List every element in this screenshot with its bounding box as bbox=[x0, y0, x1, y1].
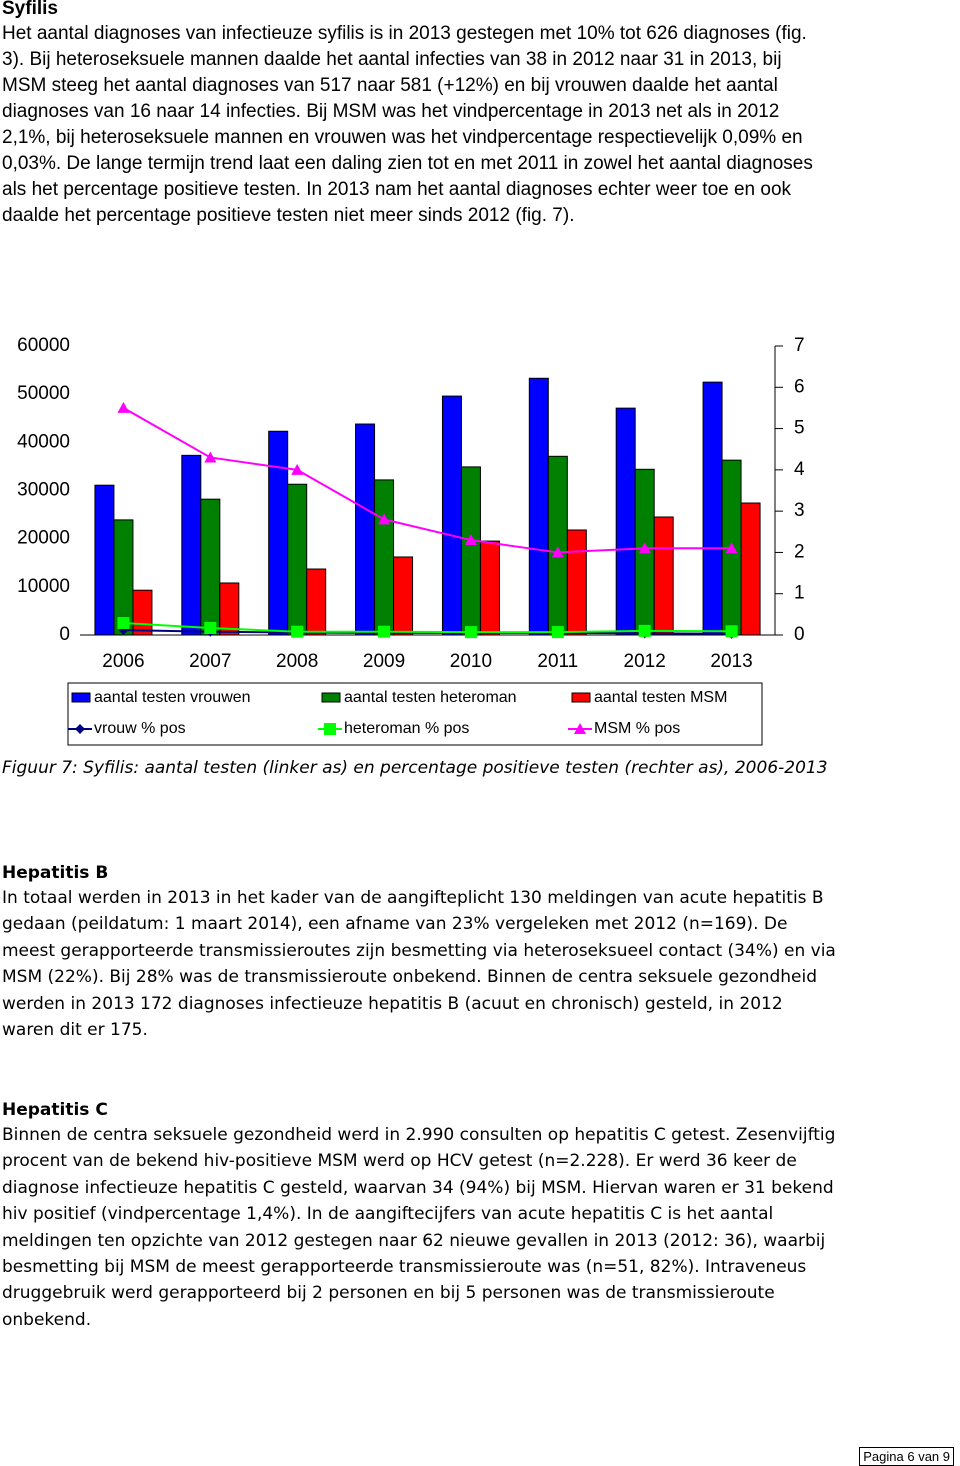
page-number: Pagina 6 van 9 bbox=[859, 1447, 954, 1466]
marker bbox=[551, 626, 564, 639]
y2-tick-label: 3 bbox=[794, 500, 805, 521]
legend-swatch bbox=[571, 692, 591, 703]
x-tick-label: 2006 bbox=[102, 651, 144, 672]
marker bbox=[291, 463, 304, 475]
x-tick-label: 2013 bbox=[710, 651, 752, 672]
bar bbox=[94, 484, 115, 636]
marker bbox=[464, 626, 477, 639]
marker bbox=[117, 401, 130, 413]
legend-label: heteroman % pos bbox=[344, 720, 469, 737]
bar bbox=[740, 502, 761, 636]
legend-label: aantal testen MSM bbox=[594, 689, 727, 706]
bar bbox=[219, 582, 240, 636]
bar bbox=[547, 455, 568, 636]
legend-swatch bbox=[71, 692, 91, 703]
bar bbox=[287, 483, 308, 636]
y2-tick-label: 5 bbox=[794, 418, 805, 439]
marker bbox=[378, 513, 391, 525]
y-tick-label: 40000 bbox=[17, 431, 70, 452]
bar bbox=[653, 516, 674, 636]
y2-tick-label: 6 bbox=[794, 376, 805, 397]
y-tick-label: 30000 bbox=[17, 480, 70, 501]
y2-tick-label: 7 bbox=[794, 335, 805, 356]
marker bbox=[638, 542, 651, 554]
bar bbox=[374, 479, 395, 636]
bar bbox=[479, 540, 500, 636]
bar bbox=[393, 556, 414, 636]
marker bbox=[378, 625, 391, 638]
legend-label: aantal testen heteroman bbox=[344, 689, 517, 706]
bar bbox=[566, 529, 587, 636]
x-tick-label: 2008 bbox=[276, 651, 318, 672]
bar bbox=[441, 395, 462, 636]
bar bbox=[200, 498, 221, 636]
legend-box bbox=[67, 682, 763, 746]
marker bbox=[638, 624, 651, 637]
marker bbox=[117, 617, 130, 630]
y-tick-label: 20000 bbox=[17, 528, 70, 549]
y-tick-label: 10000 bbox=[17, 576, 70, 597]
section-title: Hepatitis B bbox=[2, 863, 109, 883]
section-title: Syfilis bbox=[2, 0, 58, 19]
marker bbox=[574, 723, 586, 734]
paragraph: In totaal werden in 2013 in het kader va… bbox=[2, 888, 836, 1041]
marker bbox=[291, 625, 304, 638]
x-tick-label: 2009 bbox=[363, 651, 405, 672]
y2-tick-label: 1 bbox=[794, 583, 805, 604]
marker bbox=[725, 625, 738, 638]
paragraph: Het aantal diagnoses van infectieuze syf… bbox=[2, 23, 813, 226]
marker bbox=[725, 542, 738, 554]
y2-tick-label: 2 bbox=[794, 541, 805, 562]
bar bbox=[132, 589, 153, 636]
line bbox=[122, 407, 732, 554]
legend-swatch bbox=[321, 692, 341, 703]
marker bbox=[324, 723, 336, 735]
bar bbox=[355, 423, 376, 636]
bar bbox=[460, 466, 481, 636]
legend-label: vrouw % pos bbox=[94, 720, 186, 737]
y-tick-label: 50000 bbox=[17, 383, 70, 404]
bar bbox=[702, 381, 723, 636]
section-title: Hepatitis C bbox=[2, 1100, 108, 1120]
chart: 0 10000 20000 30000 40000 50000 60000 0 1 2 3 4 5 6 7 2… bbox=[17, 335, 805, 746]
x-tick-label: 2012 bbox=[624, 651, 666, 672]
line bbox=[123, 622, 732, 634]
x-tick-label: 2010 bbox=[450, 651, 492, 672]
marker bbox=[464, 534, 477, 546]
y2-tick-label: 4 bbox=[794, 459, 805, 480]
marker bbox=[204, 451, 217, 463]
marker bbox=[551, 546, 564, 558]
y-tick-label: 0 bbox=[59, 624, 70, 645]
bar bbox=[528, 377, 549, 636]
x-tick-label: 2011 bbox=[537, 651, 578, 672]
legend-label: MSM % pos bbox=[594, 720, 680, 737]
paragraph: Binnen de centra seksuele gezondheid wer… bbox=[2, 1125, 836, 1330]
bar bbox=[181, 454, 202, 636]
bar bbox=[615, 407, 636, 636]
y2-tick-label: 0 bbox=[794, 624, 805, 645]
marker bbox=[204, 621, 217, 634]
bar bbox=[306, 568, 327, 636]
line bbox=[123, 629, 732, 635]
x-tick-label: 2007 bbox=[189, 651, 231, 672]
marker bbox=[75, 724, 85, 734]
legend-label: aantal testen vrouwen bbox=[94, 689, 251, 706]
bar bbox=[268, 430, 289, 636]
y-tick-label: 60000 bbox=[17, 335, 70, 356]
figure-caption: Figuur 7: Syfilis: aantal testen (linker… bbox=[2, 758, 828, 778]
